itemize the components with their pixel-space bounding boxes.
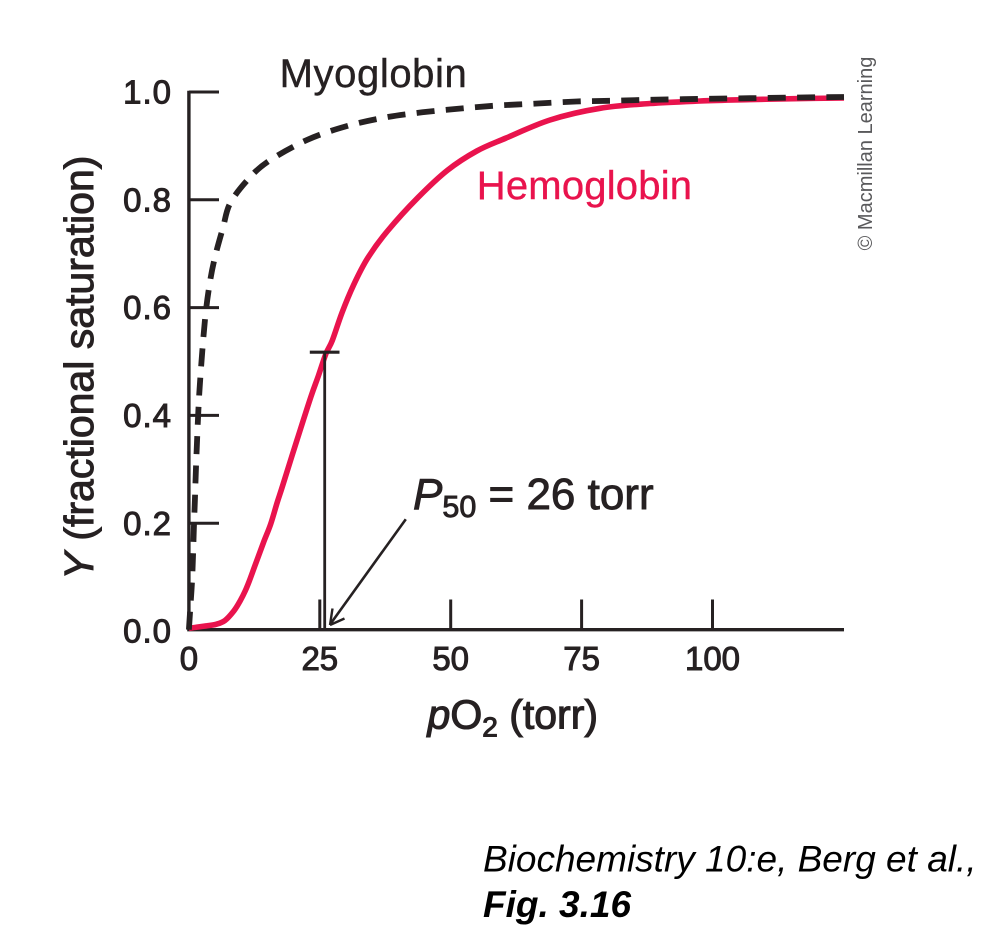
svg-text:100: 100 xyxy=(685,640,740,677)
svg-text:Myoglobin: Myoglobin xyxy=(280,52,468,96)
svg-text:© Macmillan Learning: © Macmillan Learning xyxy=(855,57,877,251)
svg-text:50: 50 xyxy=(432,640,469,677)
svg-text:1.0: 1.0 xyxy=(123,74,172,111)
svg-text:Fig. 3.16: Fig. 3.16 xyxy=(483,884,631,925)
svg-text:75: 75 xyxy=(563,640,600,677)
svg-text:Y (fractional saturation): Y (fractional saturation) xyxy=(56,156,102,580)
svg-text:25: 25 xyxy=(301,640,338,677)
svg-text:0.8: 0.8 xyxy=(123,181,172,218)
svg-text:Hemoglobin: Hemoglobin xyxy=(477,164,692,208)
svg-text:0: 0 xyxy=(180,640,198,677)
svg-text:Biochemistry 10:e, Berg et al.: Biochemistry 10:e, Berg et al., xyxy=(483,839,977,880)
svg-text:0.2: 0.2 xyxy=(123,505,172,542)
svg-text:0.4: 0.4 xyxy=(123,397,172,434)
svg-text:P50 = 26 torr: P50 = 26 torr xyxy=(413,470,654,524)
svg-text:pO2 (torr): pO2 (torr) xyxy=(426,692,599,743)
svg-text:0.0: 0.0 xyxy=(123,613,172,650)
svg-text:0.6: 0.6 xyxy=(123,289,172,326)
